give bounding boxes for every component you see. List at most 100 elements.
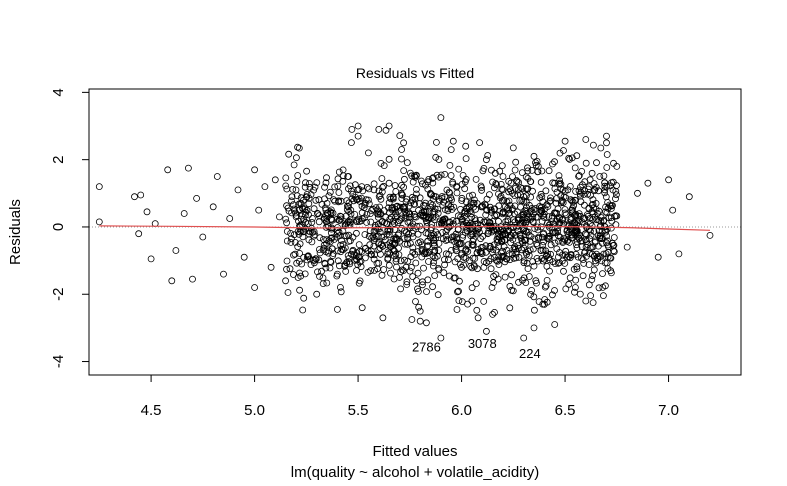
data-point xyxy=(516,197,524,204)
data-point xyxy=(305,211,313,219)
data-point xyxy=(573,241,580,249)
data-point xyxy=(464,248,472,255)
data-point xyxy=(540,238,547,246)
data-point xyxy=(520,193,528,201)
data-point xyxy=(385,179,393,187)
data-point xyxy=(437,334,445,342)
data-point xyxy=(406,239,414,247)
data-point xyxy=(527,233,535,241)
data-point xyxy=(410,201,418,208)
data-point xyxy=(472,175,480,183)
data-point xyxy=(395,251,403,259)
data-point xyxy=(361,254,369,262)
data-point xyxy=(475,228,483,236)
data-point xyxy=(371,235,378,242)
data-point xyxy=(430,239,438,247)
data-point xyxy=(416,194,424,202)
y-axis: -4 -2 0 2 4 xyxy=(50,88,89,368)
data-point xyxy=(610,248,618,256)
data-point xyxy=(548,212,556,220)
plot-frame xyxy=(88,88,742,376)
data-point xyxy=(512,158,520,166)
data-point xyxy=(439,201,447,209)
data-point xyxy=(573,265,581,273)
data-point xyxy=(504,204,512,212)
data-point xyxy=(487,166,495,174)
data-point xyxy=(334,175,342,183)
data-point xyxy=(597,222,605,230)
data-point xyxy=(600,292,607,300)
data-point xyxy=(95,183,103,191)
data-point xyxy=(290,231,298,239)
data-point xyxy=(135,230,143,238)
data-point xyxy=(489,310,497,318)
data-point xyxy=(572,276,580,284)
data-point xyxy=(431,216,438,224)
data-point xyxy=(585,261,593,269)
data-point xyxy=(493,211,501,219)
data-point xyxy=(588,169,596,177)
data-point xyxy=(462,155,470,163)
data-point xyxy=(429,174,437,182)
data-point xyxy=(422,181,430,189)
data-point xyxy=(322,211,330,219)
data-point xyxy=(519,239,527,247)
data-point xyxy=(423,288,430,296)
data-point xyxy=(431,205,439,213)
outlier-id-label: 2786 xyxy=(412,339,441,354)
data-point xyxy=(302,193,310,201)
data-point xyxy=(193,194,201,202)
data-point xyxy=(603,209,611,217)
data-point xyxy=(582,136,590,143)
data-point xyxy=(299,205,307,213)
data-point xyxy=(578,167,586,175)
data-point xyxy=(472,205,480,213)
data-point xyxy=(453,182,461,190)
data-point xyxy=(282,182,290,190)
model-formula-subtitle: lm(quality ~ alcohol + volatile_acidity) xyxy=(291,464,539,481)
data-point xyxy=(403,159,411,167)
data-point xyxy=(506,282,514,290)
data-point xyxy=(501,273,509,281)
data-point xyxy=(353,196,361,204)
data-point xyxy=(380,182,388,190)
data-point xyxy=(339,172,347,180)
data-point xyxy=(517,220,524,228)
data-point xyxy=(515,216,522,224)
data-point xyxy=(288,193,296,201)
data-point xyxy=(337,197,345,205)
data-point xyxy=(519,185,526,192)
data-point xyxy=(282,277,290,285)
data-point xyxy=(445,188,453,196)
data-point xyxy=(469,199,477,207)
data-point xyxy=(499,173,507,180)
data-point xyxy=(612,212,620,220)
data-point xyxy=(576,190,584,198)
data-point xyxy=(504,216,512,224)
data-point xyxy=(358,304,366,312)
data-point xyxy=(598,235,605,243)
data-point xyxy=(283,257,291,265)
data-point xyxy=(544,250,552,258)
data-point xyxy=(600,250,608,258)
data-point xyxy=(414,248,422,256)
data-point xyxy=(251,284,259,291)
data-point xyxy=(373,259,381,267)
data-point xyxy=(449,178,457,186)
data-point xyxy=(453,306,461,313)
data-point xyxy=(581,249,588,257)
data-point xyxy=(594,210,601,217)
data-point xyxy=(354,122,362,130)
data-point xyxy=(378,233,386,241)
data-point xyxy=(607,214,615,222)
data-point xyxy=(494,237,502,245)
data-point xyxy=(706,231,714,239)
data-point xyxy=(296,269,304,277)
data-point xyxy=(583,222,590,230)
data-point xyxy=(412,190,420,198)
data-point xyxy=(454,288,461,296)
data-point xyxy=(322,264,330,272)
data-point xyxy=(189,275,196,283)
data-point xyxy=(537,178,545,186)
data-point xyxy=(458,263,466,271)
